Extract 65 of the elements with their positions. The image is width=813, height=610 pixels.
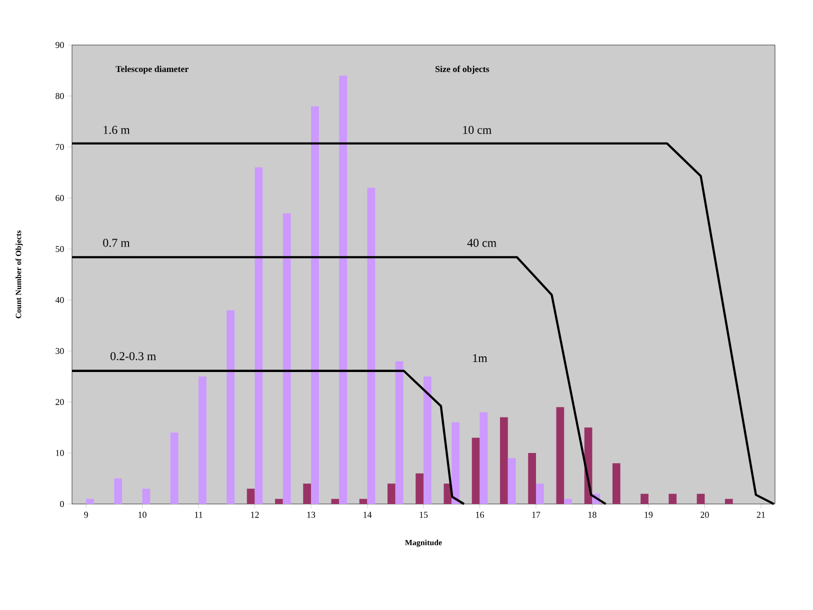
bar bbox=[556, 407, 564, 504]
bar bbox=[416, 473, 424, 504]
x-tick-label: 12 bbox=[251, 512, 259, 518]
bar bbox=[282, 213, 291, 504]
bar bbox=[500, 417, 508, 504]
y-tick-label: 30 bbox=[56, 348, 64, 354]
bar bbox=[424, 376, 432, 504]
annotation: Size of objects bbox=[436, 66, 490, 74]
bar bbox=[275, 498, 283, 504]
x-tick-label: 13 bbox=[307, 512, 316, 518]
bar bbox=[367, 188, 376, 504]
x-tick-label: 15 bbox=[420, 512, 428, 518]
bar bbox=[472, 438, 480, 504]
bar bbox=[359, 498, 368, 504]
bar bbox=[246, 488, 255, 504]
y-tick-label: 10 bbox=[56, 450, 64, 456]
x-tick-label: 20 bbox=[700, 512, 709, 518]
bar bbox=[311, 106, 319, 504]
y-tick-label: 70 bbox=[56, 144, 64, 150]
bar bbox=[86, 498, 94, 504]
x-tick-label: 18 bbox=[588, 512, 596, 518]
x-tick-label: 19 bbox=[644, 512, 653, 518]
bar bbox=[226, 310, 235, 504]
bar bbox=[564, 498, 572, 504]
bar bbox=[724, 498, 733, 504]
annotation: 10 cm bbox=[463, 126, 492, 134]
bar bbox=[668, 494, 677, 504]
annotation: 1m bbox=[473, 354, 488, 362]
x-tick-label: 17 bbox=[532, 512, 540, 518]
x-tick-label: 10 bbox=[138, 512, 146, 518]
bar bbox=[536, 484, 544, 504]
bar bbox=[303, 484, 312, 504]
bar bbox=[142, 488, 150, 504]
bar bbox=[640, 494, 648, 504]
bar bbox=[198, 376, 206, 504]
x-tick-label: 21 bbox=[756, 512, 765, 518]
annotation: 1.6 m bbox=[104, 126, 130, 134]
y-tick-label: 80 bbox=[56, 92, 64, 100]
y-tick-label: 60 bbox=[56, 194, 64, 202]
bar bbox=[696, 494, 705, 504]
bar bbox=[254, 167, 263, 504]
x-tick-label: 14 bbox=[364, 512, 372, 518]
y-tick-label: 90 bbox=[56, 42, 64, 48]
bar bbox=[508, 458, 516, 504]
x-tick-label: 16 bbox=[476, 512, 484, 518]
bar bbox=[452, 422, 460, 504]
annotation: 40 cm bbox=[467, 238, 496, 247]
bar bbox=[612, 463, 620, 504]
bar bbox=[114, 478, 122, 504]
y-tick-label: 20 bbox=[56, 398, 64, 406]
bar bbox=[395, 361, 404, 504]
annotation: 0.7 m bbox=[103, 238, 130, 247]
bar bbox=[331, 498, 340, 504]
y-tick-label: 40 bbox=[55, 296, 64, 304]
x-tick-label: 9 bbox=[84, 512, 88, 518]
x-tick-label: 11 bbox=[195, 512, 202, 518]
y-tick-label: 0 bbox=[60, 500, 64, 508]
bar bbox=[170, 432, 178, 504]
annotation: Telescope diameter bbox=[116, 66, 189, 74]
bar bbox=[388, 484, 396, 504]
bar bbox=[528, 453, 536, 504]
annotation: 0.2-0.3 m bbox=[110, 352, 156, 360]
bar bbox=[480, 412, 488, 504]
bar bbox=[339, 76, 348, 504]
y-tick-label: 50 bbox=[56, 246, 64, 252]
